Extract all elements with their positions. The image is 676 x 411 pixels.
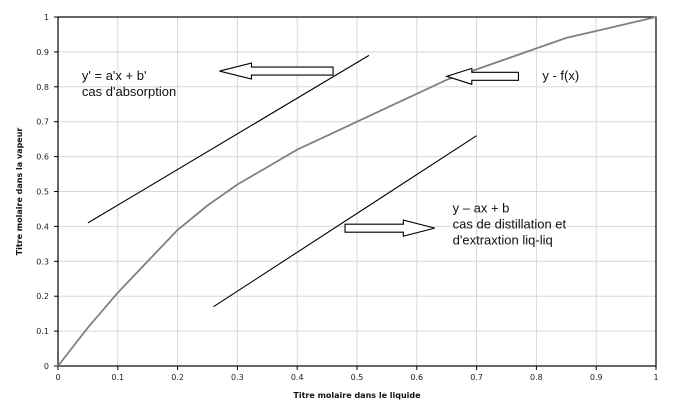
y-tick-label: 0.3 [36, 257, 49, 266]
annotation-text: y – ax + b [453, 200, 510, 215]
annotation-text: y - f(x) [542, 68, 579, 83]
x-tick-label: 0 [55, 373, 60, 382]
y-tick-label: 0 [44, 362, 49, 371]
annotation-text: y' = a'x + b' [82, 68, 147, 83]
x-tick-label: 0.8 [530, 373, 543, 382]
block-arrow [444, 67, 520, 86]
block-arrow [219, 62, 334, 80]
x-tick-label: 0.3 [231, 373, 244, 382]
y-axis-label: Titre molaire dans la vapeur [15, 128, 24, 256]
x-tick-label: 0.1 [111, 373, 124, 382]
x-tick-label: 1 [653, 373, 658, 382]
operating-line [87, 54, 370, 224]
x-tick-label: 0.7 [470, 373, 483, 382]
plot-frame [57, 16, 657, 367]
block-arrow [344, 219, 435, 237]
x-axis-label: Titre molaire dans le liquide [293, 391, 421, 400]
x-tick-label: 0.4 [291, 373, 304, 382]
operating-line [213, 135, 477, 308]
y-tick-label: 0.5 [36, 188, 49, 197]
y-tick-label: 0.7 [36, 118, 49, 127]
annotations: y' = a'x + b'cas d'absorption y - f(x) y –… [82, 62, 579, 247]
y-tick-label: 1 [44, 13, 49, 22]
series [57, 16, 657, 367]
annotation-text: cas d'absorption [82, 84, 176, 99]
axes: 0 0.1 0.2 0.3 0.4 0.5 0.6 0.7 0.8 0.9 1 0 0.1 0.2 0.3 0… [36, 13, 658, 382]
y-tick-label: 0.6 [36, 153, 49, 162]
y-tick-label: 0.2 [36, 292, 49, 301]
y-tick-label: 0.1 [36, 327, 49, 336]
y-tick-label: 0.8 [36, 83, 49, 92]
annotation-text: cas de distillation et [453, 216, 567, 231]
y-tick-label: 0.9 [36, 48, 49, 57]
x-tick-label: 0.6 [410, 373, 423, 382]
x-tick-label: 0.9 [590, 373, 603, 382]
x-tick-label: 0.2 [171, 373, 184, 382]
y-tick-label: 0.4 [36, 222, 49, 231]
annotation-text: d'extraxtion liq-liq [453, 232, 553, 247]
equilibrium-curve [57, 16, 657, 367]
x-tick-label: 0.5 [351, 373, 364, 382]
